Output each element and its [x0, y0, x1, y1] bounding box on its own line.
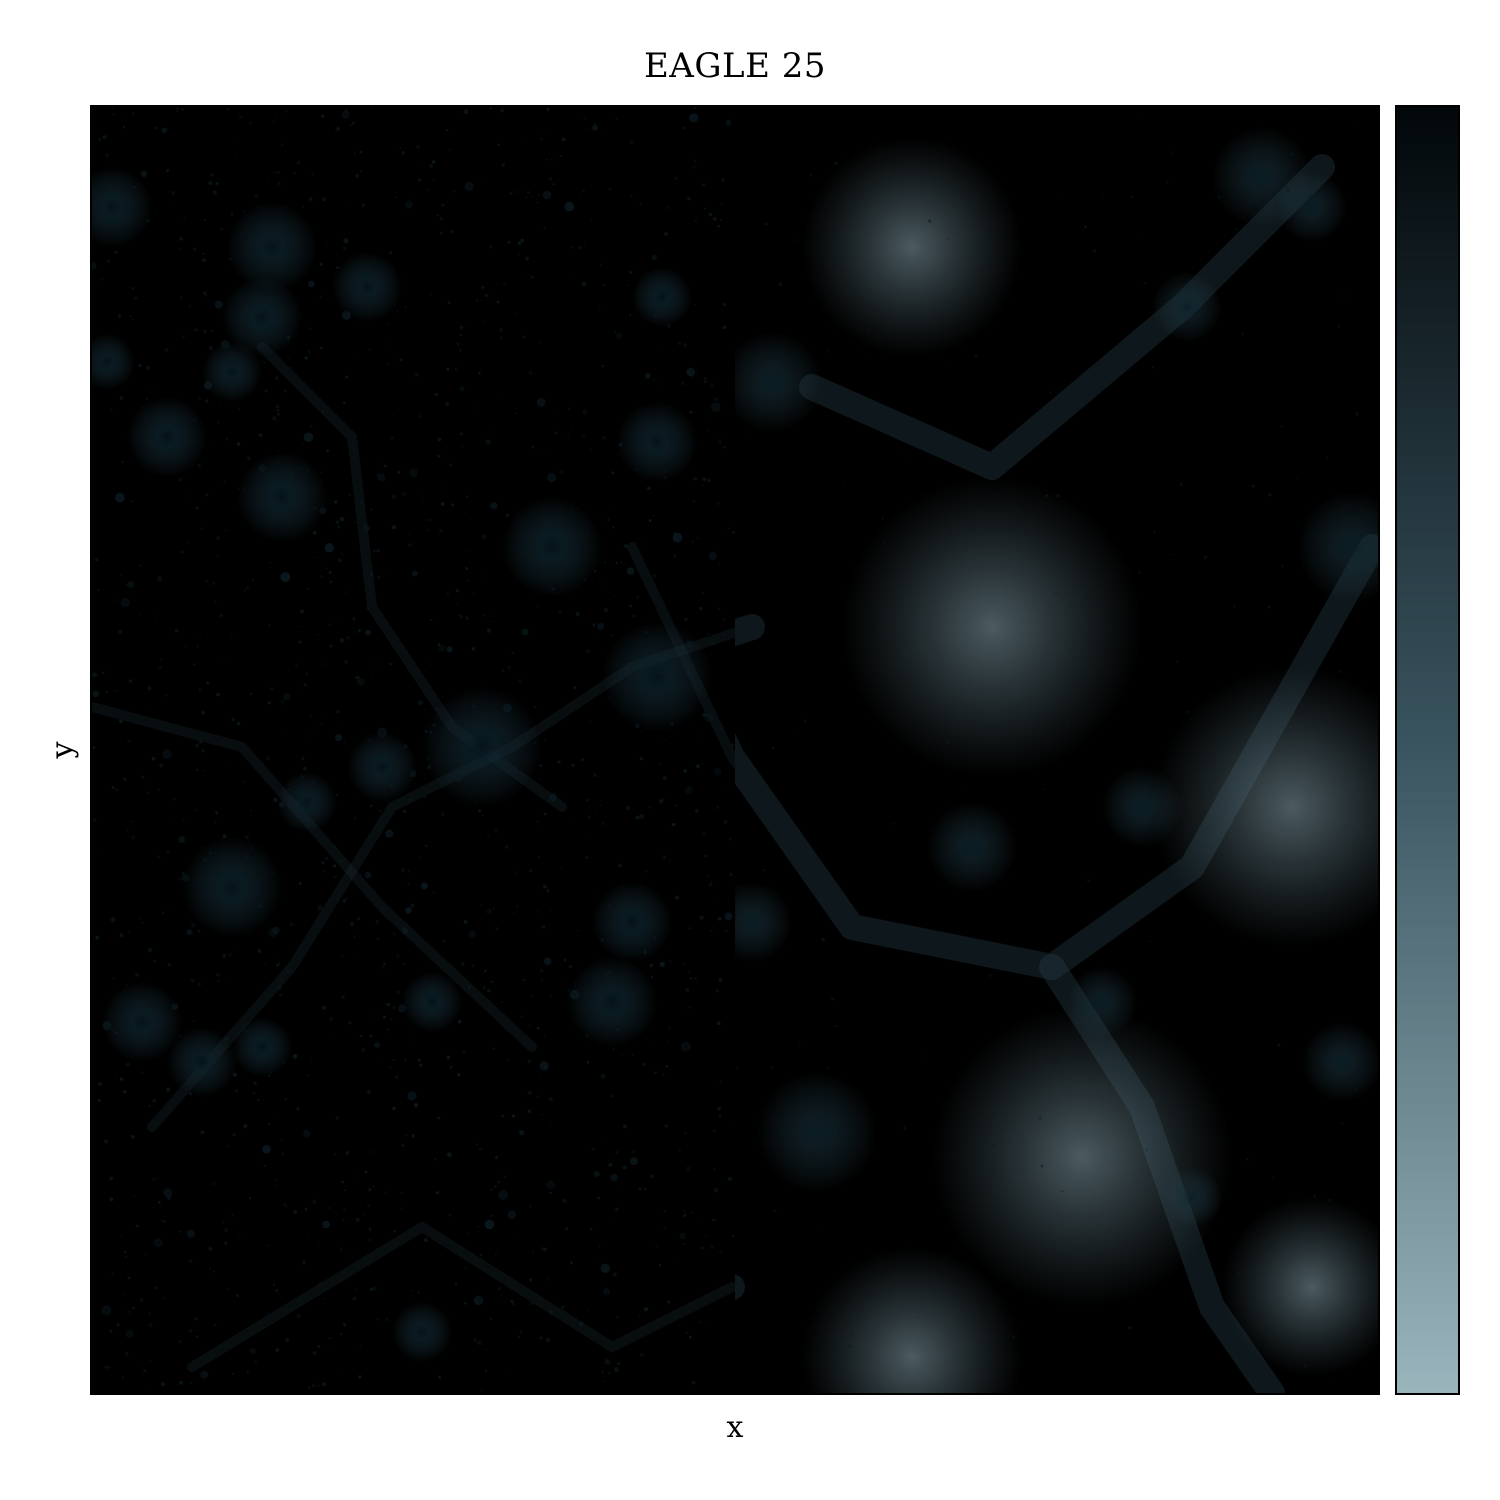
figure-title: EAGLE 25: [643, 46, 826, 86]
y-axis-label: y: [45, 741, 80, 759]
density-map-panel: [90, 105, 1380, 1395]
stellar-density-panel: [92, 107, 735, 1393]
colorbar: [1395, 105, 1460, 1395]
x-axis-label: x: [726, 1410, 744, 1445]
density-map-image: [92, 107, 1378, 1393]
